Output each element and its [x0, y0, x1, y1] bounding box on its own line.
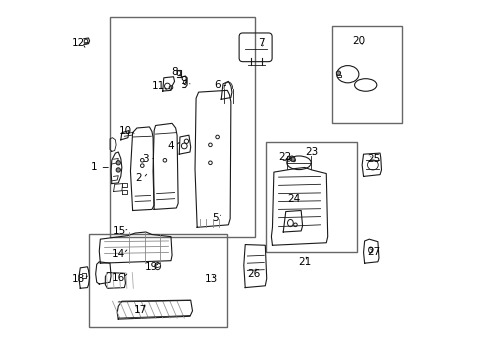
Text: 17: 17 [134, 305, 147, 315]
Text: 24: 24 [287, 194, 300, 204]
Text: 25: 25 [367, 154, 380, 164]
Text: 2: 2 [135, 173, 142, 183]
Bar [332, 26, 402, 123]
Text: 14: 14 [111, 248, 124, 258]
Text: 27: 27 [367, 247, 380, 257]
Text: 26: 26 [246, 269, 260, 279]
Text: 11: 11 [151, 81, 165, 91]
Ellipse shape [336, 71, 340, 75]
Text: 12: 12 [72, 38, 85, 48]
Ellipse shape [290, 157, 294, 161]
Ellipse shape [116, 168, 120, 172]
Text: 7: 7 [258, 38, 264, 48]
Text: 16: 16 [111, 273, 124, 283]
Text: 1: 1 [91, 162, 98, 172]
Text: 20: 20 [351, 36, 365, 46]
Text: 8: 8 [171, 67, 178, 77]
Ellipse shape [116, 161, 120, 165]
Text: 15: 15 [113, 226, 126, 236]
Text: 6: 6 [214, 80, 221, 90]
Text: 9: 9 [180, 76, 186, 86]
Text: 18: 18 [72, 274, 85, 284]
Text: 23: 23 [305, 147, 318, 157]
Bar [88, 234, 226, 327]
Text: 22: 22 [278, 152, 291, 162]
Text: 5: 5 [211, 213, 218, 222]
Text: 13: 13 [204, 274, 218, 284]
Text: 21: 21 [298, 257, 311, 267]
Bar [110, 17, 255, 237]
Text: 10: 10 [119, 126, 132, 135]
Text: 19: 19 [144, 262, 158, 272]
Text: 4: 4 [167, 141, 174, 151]
Text: 3: 3 [142, 154, 149, 164]
Bar [265, 142, 357, 252]
